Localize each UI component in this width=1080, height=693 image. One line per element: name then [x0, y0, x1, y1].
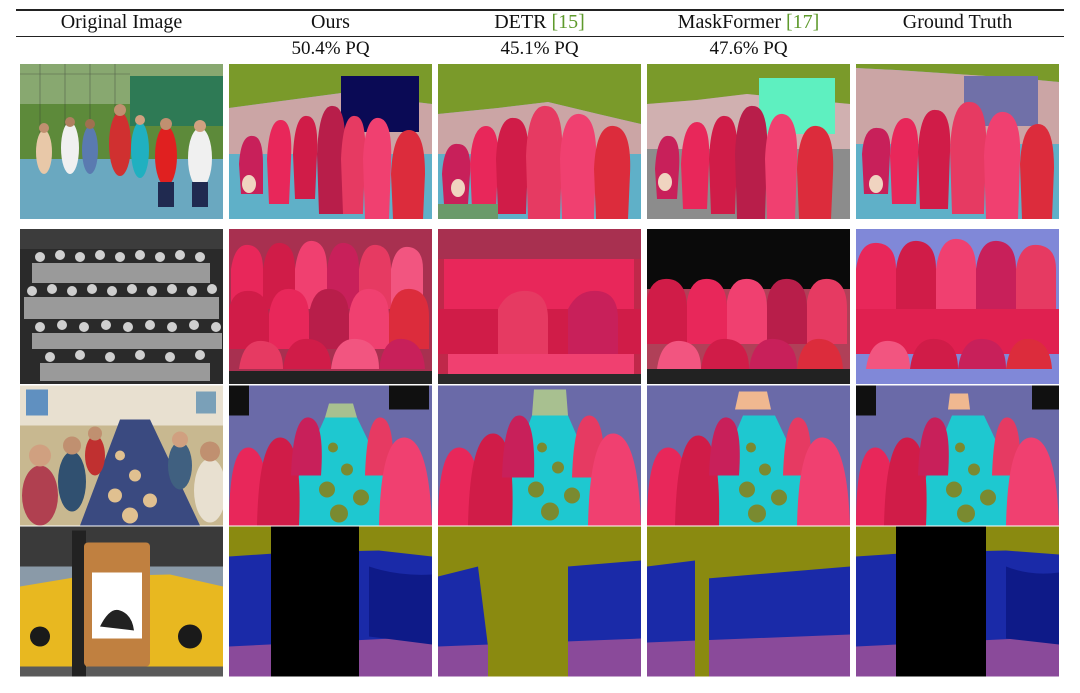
- column-header-original: Original Image: [60, 11, 183, 33]
- pq-score-maskformer: 47.6% PQ: [709, 38, 788, 59]
- original-image-class-photo: [20, 229, 223, 384]
- segmentation-ground-truth-dinner-table: [856, 378, 1059, 533]
- pq-score-detr: 45.1% PQ: [500, 38, 579, 59]
- segmentation-detr-dinner-table: [438, 378, 641, 533]
- segmentation-maskformer-taxi-sign: [647, 524, 850, 679]
- segmentation-maskformer-dinner-table: [647, 378, 850, 533]
- segmentation-ground-truth-taxi-sign: [856, 524, 1059, 679]
- detr-citation[interactable]: [15]: [551, 11, 585, 33]
- table-top-rule: [16, 9, 1064, 11]
- table-header-rule: [16, 36, 1064, 37]
- segmentation-ours-kids-tennis: [229, 64, 432, 219]
- maskformer-name: MaskFormer: [677, 11, 781, 33]
- segmentation-ours-taxi-sign: [229, 524, 432, 679]
- original-image-dinner-table: [20, 378, 223, 533]
- segmentation-ground-truth-kids-tennis: [856, 64, 1059, 219]
- original-image-kids-tennis: [20, 64, 223, 219]
- maskformer-citation[interactable]: [17]: [786, 11, 820, 33]
- segmentation-maskformer-class-photo: [647, 229, 850, 384]
- segmentation-detr-taxi-sign: [438, 524, 641, 679]
- column-header-detr: DETR [15]: [438, 11, 641, 33]
- segmentation-maskformer-kids-tennis: [647, 64, 850, 219]
- pq-score-ours: 50.4% PQ: [291, 38, 370, 59]
- original-image-taxi-sign: [20, 524, 223, 679]
- segmentation-ours-dinner-table: [229, 378, 432, 533]
- segmentation-ours-class-photo: [229, 229, 432, 384]
- segmentation-detr-kids-tennis: [438, 64, 641, 219]
- detr-name: DETR: [494, 11, 547, 33]
- column-header-maskformer: MaskFormer [17]: [647, 11, 850, 33]
- segmentation-detr-class-photo: [438, 229, 641, 384]
- column-header-ground-truth: Ground Truth: [902, 11, 1013, 33]
- column-header-ours: Ours: [311, 11, 350, 33]
- segmentation-ground-truth-class-photo: [856, 229, 1059, 384]
